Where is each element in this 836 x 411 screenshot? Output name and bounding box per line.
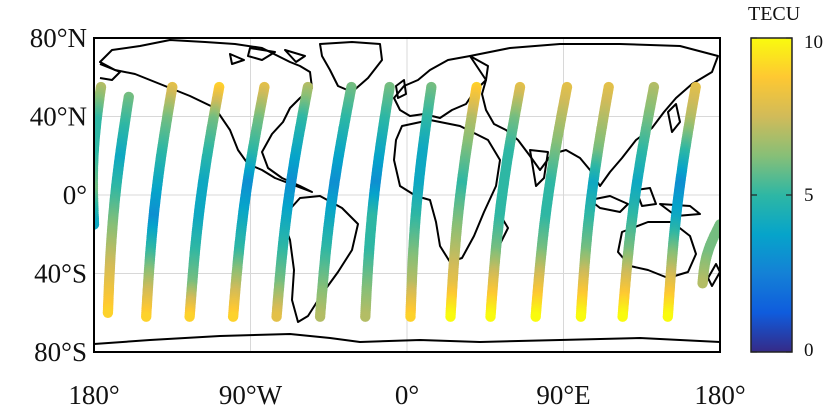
colorbar-tick-label: 10 [804,32,823,53]
track-point [575,311,587,322]
track-point [141,311,152,322]
lat-tick-label: 0° [63,180,87,210]
satellite-track [575,81,614,322]
coastline-uk [395,79,407,99]
map-frame [93,37,721,353]
track-point [445,311,456,322]
satellite-track [102,91,134,318]
satellite-track [271,81,314,322]
lat-tick-label: 40°N [30,102,87,132]
coastline-greenland [319,41,383,93]
satellite-track [227,81,270,322]
coastline-asia [469,43,719,187]
track-point [102,307,114,318]
track-point [271,311,282,322]
track-point [227,311,239,322]
track-point [184,311,195,322]
satellite-track [141,81,178,322]
track-point [94,219,100,230]
lat-tick-label: 40°S [34,259,87,289]
tec-track-layer [94,81,720,322]
satellite-track [445,81,482,322]
latitude-tick-labels: 80°N 40°N 0° 40°S 80°S [30,23,87,367]
coastline-japan [667,103,681,133]
satellite-track [94,81,107,230]
track-point [485,311,496,322]
satellite-track [530,81,573,322]
colorbar-ticks: 10 5 0 [751,32,823,361]
longitude-tick-labels: 180° 90°W 0° 90°E 180° [68,380,745,410]
track-point [697,278,708,289]
lon-tick-label: 90°W [219,380,283,410]
colorbar: TECU 10 5 0 [748,3,823,361]
track-point [662,311,673,322]
satellite-track [662,81,701,322]
lat-tick-label: 80°S [34,337,87,367]
satellite-track [617,81,660,322]
lon-tick-label: 0° [395,380,419,410]
coastline-arctic-islands [229,47,306,65]
lat-tick-label: 80°N [30,23,87,53]
colorbar-tick-label: 0 [804,340,814,361]
track-point [360,311,371,322]
coastlines [94,39,720,345]
colorbar-gradient [750,37,793,353]
coastline-antarctica [94,333,720,345]
colorbar-label: TECU [748,3,801,25]
track-point [405,311,416,322]
lon-tick-label: 90°E [536,380,590,410]
satellite-track [360,81,395,322]
coastline-new-zealand [707,263,720,287]
satellite-track [314,81,357,322]
track-point [314,311,326,322]
coastline-india [529,149,549,187]
lon-tick-label: 180° [694,380,745,410]
colorbar-tick-label: 5 [804,185,814,206]
lon-tick-label: 180° [68,380,119,410]
satellite-track [697,219,720,289]
track-point [617,311,628,322]
coastline-alaska [99,63,121,81]
track-point [530,311,541,322]
satellite-track [485,81,526,322]
satellite-track [184,81,225,322]
coastline-south-america [281,195,359,323]
satellite-track [405,81,437,322]
